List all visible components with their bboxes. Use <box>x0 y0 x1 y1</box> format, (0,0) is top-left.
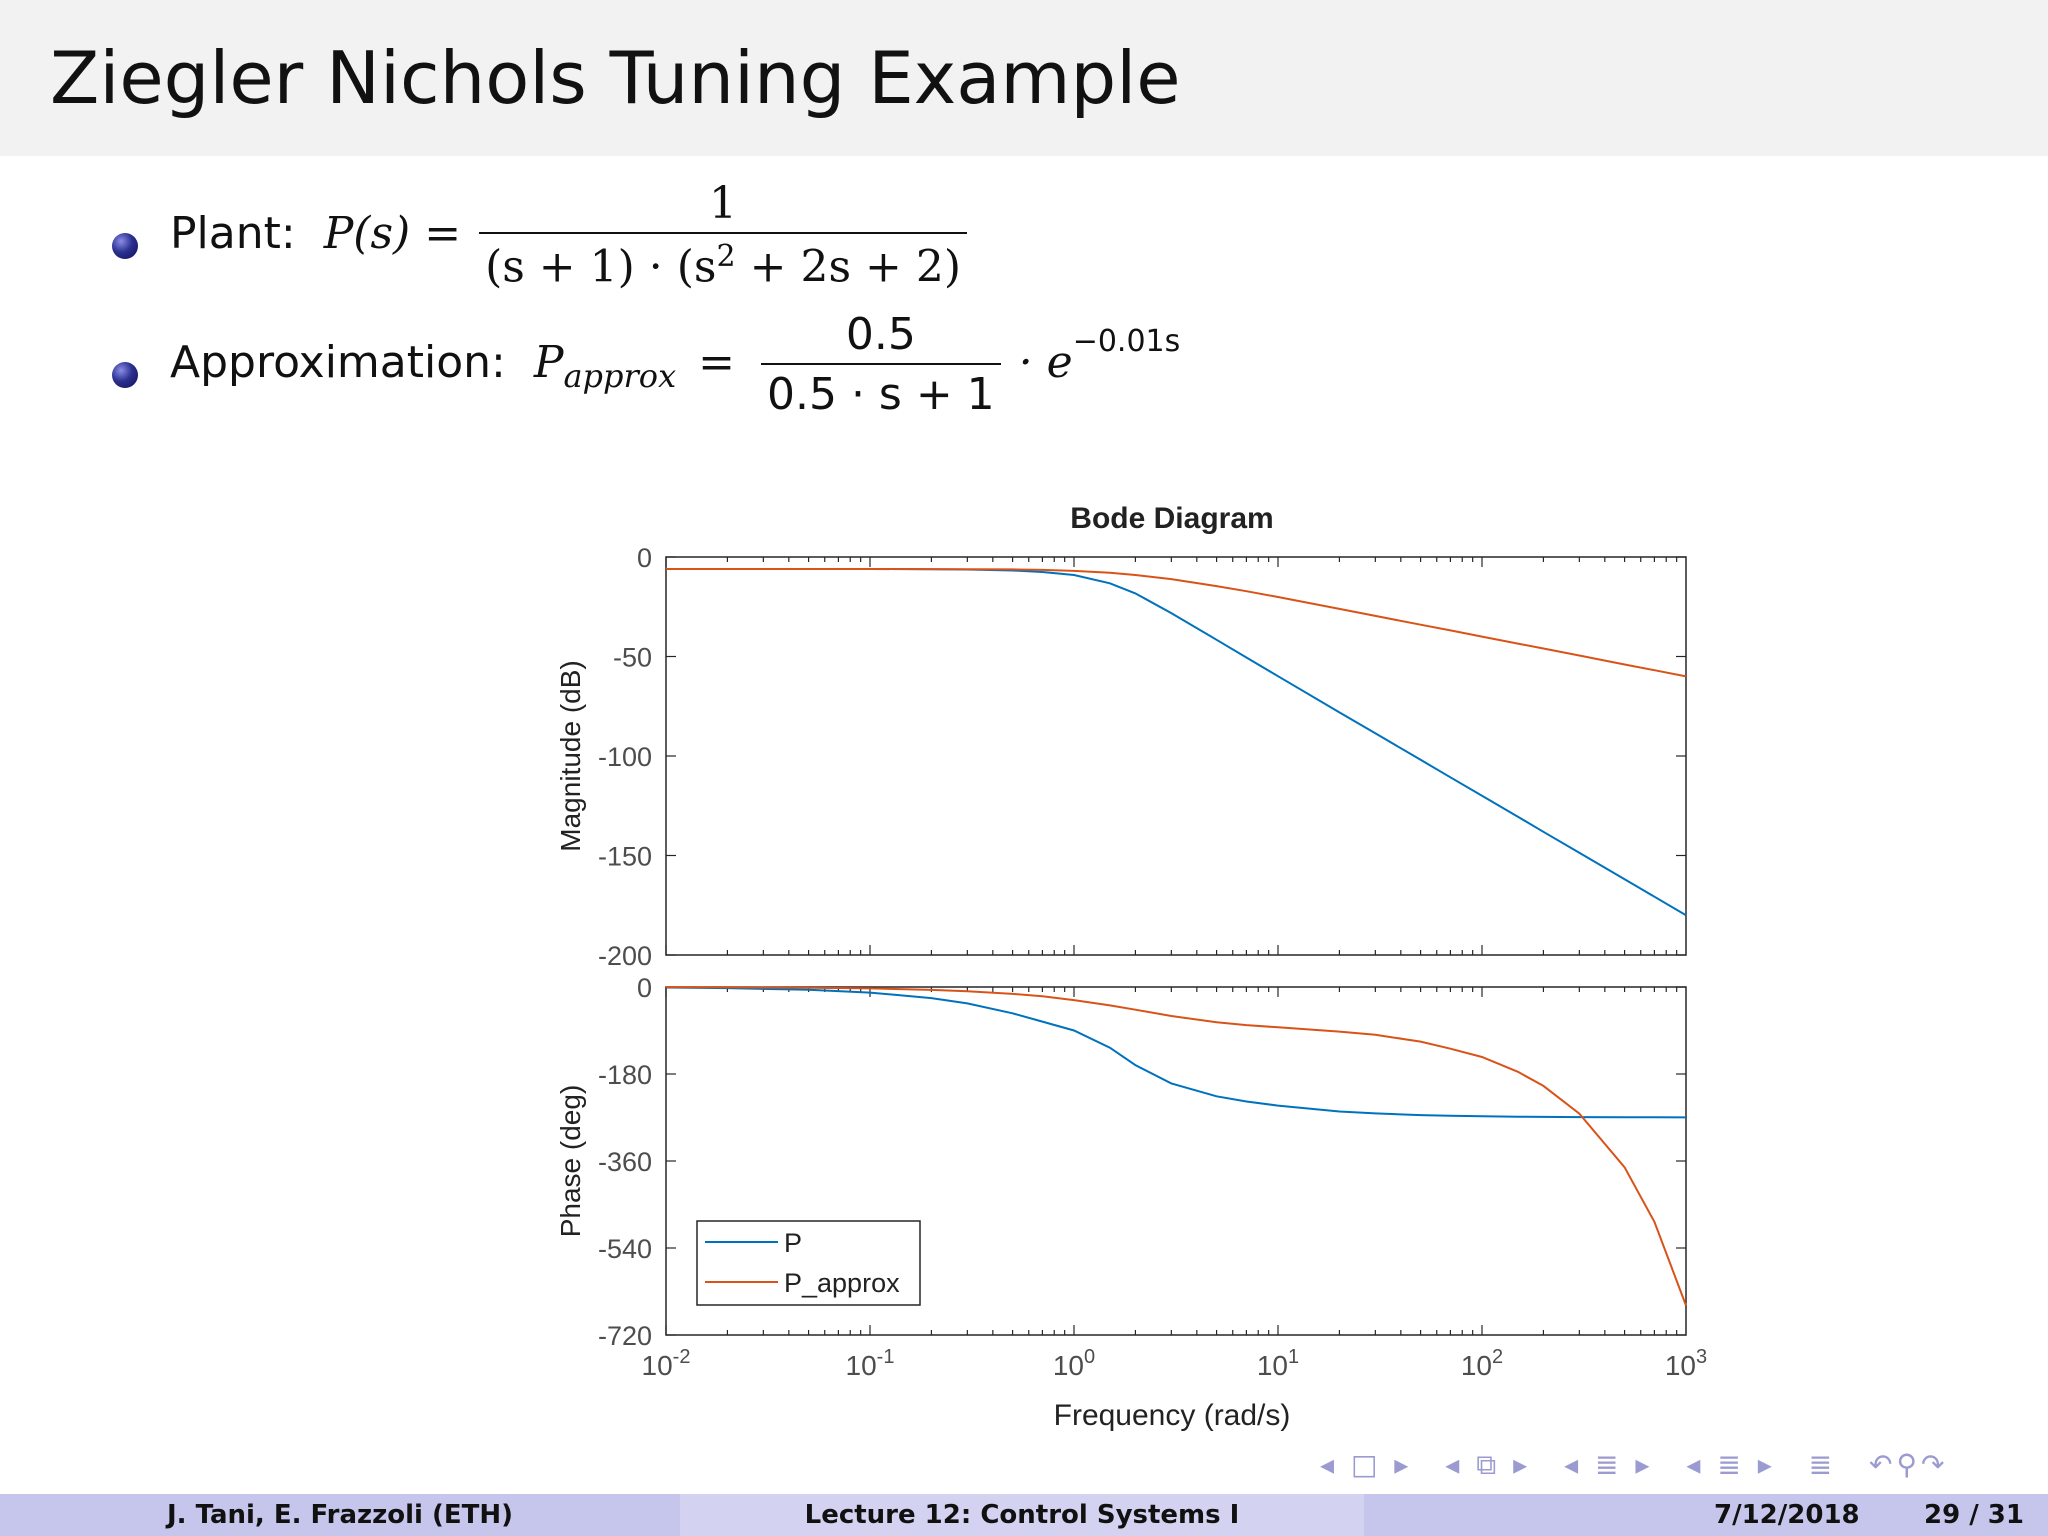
bode-diagram: Bode Diagram 0 -50 -100 -150 -200 Magnitude (… <box>555 502 1708 1432</box>
y-axis-label: Magnitude (dB) <box>555 660 586 851</box>
plant-den-part-b: + 2s + 2) <box>735 241 962 293</box>
footer-page: 29 / 31 <box>1924 1500 2024 1530</box>
nav-frame-icon[interactable]: ◂ □ ▸ <box>1320 1448 1413 1481</box>
y-axis-label: Phase (deg) <box>555 1085 586 1238</box>
approx-denominator: 0.5 · s + 1 <box>766 369 995 420</box>
y-tick-label: -100 <box>598 742 652 772</box>
x-tick-label: 100 <box>1053 1346 1095 1381</box>
plant-equation: Plant: P(s) = 1 (s + 1) · (s2 + 2s + 2) <box>170 182 971 290</box>
nav-subsection-icon[interactable]: ◂ ⧉ ▸ <box>1445 1448 1532 1481</box>
y-tick-label: -360 <box>598 1147 652 1177</box>
series-line-P_approx <box>666 568 1687 678</box>
plant-den-sup: 2 <box>716 239 736 274</box>
nav-section-icon[interactable]: ◂ ≣ ▸ <box>1564 1448 1654 1481</box>
series-line-P <box>665 986 1687 1119</box>
y-tick-label: -150 <box>598 842 652 872</box>
footer: J. Tani, E. Frazzoli (ETH) Lecture 12: C… <box>0 1494 2048 1536</box>
footer-date: 7/12/2018 <box>1714 1500 1860 1530</box>
nav-part-icon[interactable]: ◂ ≣ ▸ <box>1686 1448 1776 1481</box>
x-tick-label: 101 <box>1257 1346 1299 1381</box>
y-tick-label: -200 <box>598 941 652 971</box>
frame-title-bar: Ziegler Nichols Tuning Example <box>0 0 2048 156</box>
bullet-icon <box>112 233 138 259</box>
approx-equation: Approximation: Papprox = 0.5 0.5 · s + 1… <box>170 313 1180 417</box>
x-tick-label: 10-2 <box>642 1346 691 1381</box>
approx-numerator: 0.5 <box>760 313 1001 365</box>
approx-exponent: −0.01s <box>1072 324 1181 359</box>
approx-label: Approximation: <box>170 337 506 388</box>
footer-lecture: Lecture 12: Control Systems I <box>680 1494 1364 1536</box>
approx-times-e: · e <box>1018 337 1073 388</box>
x-tick-label: 102 <box>1461 1346 1503 1381</box>
y-tick-label: 0 <box>637 543 652 573</box>
y-tick-label: 0 <box>637 973 652 1003</box>
y-tick-label: -50 <box>613 643 652 673</box>
nav-search-icon[interactable]: ↶⚲↷ <box>1869 1448 1949 1481</box>
legend: P P_approx <box>696 1220 921 1306</box>
frame-title: Ziegler Nichols Tuning Example <box>50 36 1181 120</box>
legend-box <box>696 1220 921 1306</box>
x-tick-label: 10-1 <box>846 1346 895 1381</box>
approx-lhs-sub: approx <box>563 357 677 395</box>
legend-entry: P <box>784 1228 802 1258</box>
legend-entry: P_approx <box>784 1268 900 1298</box>
x-axis-label: Frequency (rad/s) <box>1054 1399 1291 1432</box>
x-tick-label: 103 <box>1665 1346 1707 1381</box>
magnitude-panel: 0 -50 -100 -150 -200 Magnitude (dB) <box>555 543 1687 971</box>
series-line-P_approx <box>665 986 1687 1306</box>
y-tick-label: -180 <box>598 1060 652 1090</box>
approx-fraction: 0.5 0.5 · s + 1 <box>760 313 1001 420</box>
nav-appendix-icon[interactable]: ≣ <box>1808 1448 1837 1481</box>
bullet-icon <box>112 362 138 388</box>
y-tick-label: -540 <box>598 1234 652 1264</box>
plant-denominator: (s + 1) · (s2 + 2s + 2) <box>479 234 967 290</box>
y-tick-label: -720 <box>598 1321 652 1351</box>
plant-fraction: 1 (s + 1) · (s2 + 2s + 2) <box>479 182 968 290</box>
approx-lhs-p: P <box>533 337 564 388</box>
navigation-symbols[interactable]: ◂ □ ▸ ◂ ⧉ ▸ ◂ ≣ ▸ ◂ ≣ ▸ ≣ ↶⚲↷ <box>1310 1448 1958 1482</box>
plant-numerator: 1 <box>479 182 968 234</box>
plot-area <box>665 556 1687 956</box>
footer-authors: J. Tani, E. Frazzoli (ETH) <box>0 1494 680 1536</box>
frequency-axis: 10-2 10-1 100 101 102 103 <box>642 1346 1708 1381</box>
footer-date-page: 7/12/2018 29 / 31 <box>1364 1494 2048 1536</box>
plant-den-part-a: (s + 1) · (s <box>485 241 717 293</box>
plant-label: Plant: <box>170 207 296 259</box>
approx-equals: = <box>698 337 735 388</box>
plant-lhs: P(s) = <box>323 207 462 259</box>
chart-title: Bode Diagram <box>1070 502 1273 535</box>
